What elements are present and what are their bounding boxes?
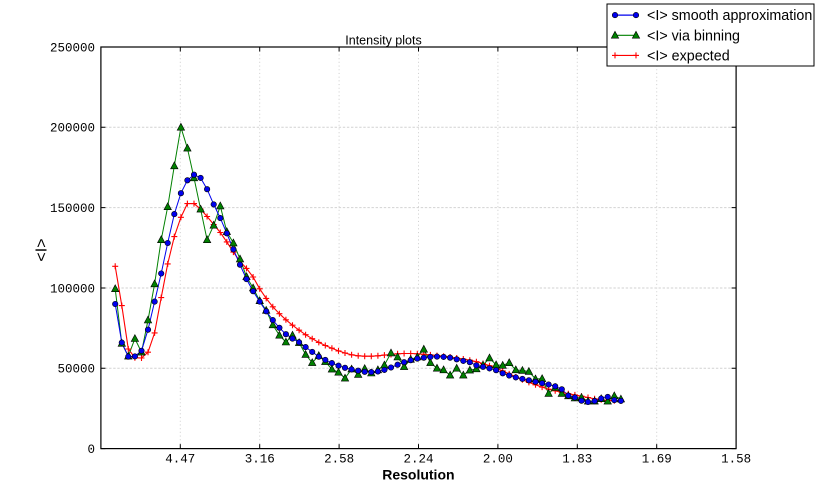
svg-text:250000: 250000 — [50, 41, 95, 55]
svg-text:200000: 200000 — [50, 122, 95, 136]
svg-text:3.16: 3.16 — [245, 453, 275, 467]
svg-text:2.58: 2.58 — [324, 453, 354, 467]
svg-text:4.47: 4.47 — [165, 453, 195, 467]
svg-text:1.58: 1.58 — [721, 453, 751, 467]
svg-text:<I> expected: <I> expected — [647, 48, 730, 64]
svg-text:0: 0 — [87, 443, 95, 457]
svg-text:<I> via binning: <I> via binning — [647, 28, 740, 44]
svg-text:2.00: 2.00 — [483, 453, 513, 467]
svg-text:1.69: 1.69 — [642, 453, 672, 467]
svg-text:Intensity plots: Intensity plots — [345, 34, 421, 48]
svg-text:2.24: 2.24 — [403, 453, 433, 467]
svg-text:Resolution: Resolution — [382, 467, 454, 483]
svg-text:100000: 100000 — [50, 282, 95, 296]
svg-text:<I> smooth approximation: <I> smooth approximation — [647, 8, 812, 24]
svg-text:1.83: 1.83 — [562, 453, 592, 467]
svg-text:150000: 150000 — [50, 202, 95, 216]
svg-text:<I>: <I> — [34, 238, 51, 261]
svg-text:50000: 50000 — [57, 363, 95, 377]
